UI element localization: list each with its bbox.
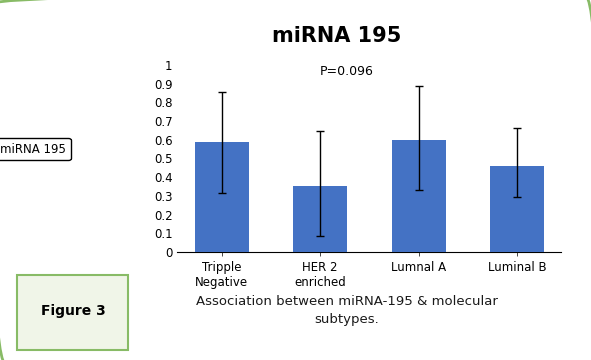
Text: Figure 3: Figure 3 <box>41 303 105 318</box>
Legend: miRNA 195: miRNA 195 <box>0 138 71 160</box>
Text: P=0.096: P=0.096 <box>320 65 374 78</box>
FancyBboxPatch shape <box>18 275 128 350</box>
Bar <box>490 166 544 252</box>
Text: Association between miRNA-195 & molecular
subtypes.: Association between miRNA-195 & molecula… <box>196 295 498 326</box>
Bar <box>293 185 348 252</box>
Bar <box>391 140 446 252</box>
Text: miRNA 195: miRNA 195 <box>272 26 401 46</box>
Bar <box>195 143 249 252</box>
